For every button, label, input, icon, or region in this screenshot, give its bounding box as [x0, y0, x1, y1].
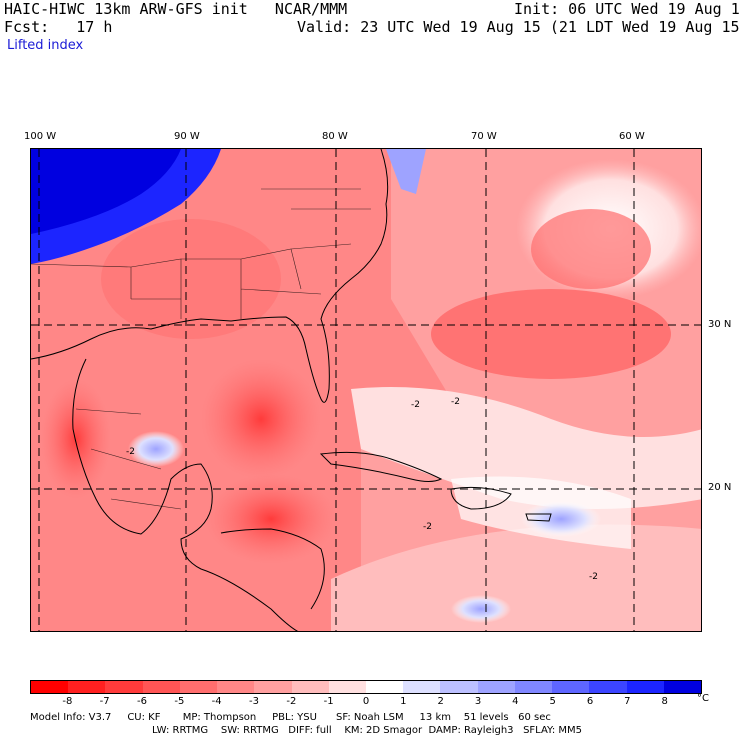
unstable-core-caribbean — [206, 474, 336, 564]
legend-tick-label: -7 — [99, 696, 110, 707]
model-info-line1: Model Info: V3.7 CU: KF MP: Thompson PBL… — [30, 712, 551, 723]
legend-tick-label: -4 — [211, 696, 222, 707]
mexico-coast — [72, 358, 299, 631]
legend-tick-label: 7 — [624, 696, 631, 707]
contour-label: -2 — [589, 572, 598, 582]
legend-tick-label: 0 — [362, 696, 370, 707]
cuba-outline — [319, 451, 443, 482]
legend-tick-label: -3 — [249, 696, 259, 707]
hispaniola-outline — [450, 486, 512, 510]
legend-swatch — [105, 681, 143, 693]
southern-light-band — [331, 524, 701, 631]
legend-tick-label: -6 — [137, 696, 147, 707]
field-name: Lifted index — [7, 38, 84, 53]
legend-tick-label: 5 — [549, 696, 556, 707]
contour-label: -2 — [411, 400, 420, 410]
unstable-core-atlantic — [431, 289, 671, 379]
puerto-rico-outline — [525, 513, 552, 522]
contour-label: -2 — [126, 447, 135, 457]
stable-air-deep — [31, 149, 181, 234]
unstable-core-north — [531, 209, 651, 289]
legend-swatch — [254, 681, 292, 693]
legend-swatch — [142, 681, 180, 693]
central-america-coast — [220, 528, 325, 610]
contour-label: -2 — [451, 397, 460, 407]
legend-unit: °C — [697, 693, 709, 704]
legend-tick-label: -2 — [286, 696, 297, 707]
stable-air-ne — [386, 149, 426, 194]
unstable-core-southeast — [101, 219, 281, 339]
valid-time: Valid: 23 UTC Wed 19 Aug 15 (21 LDT Wed … — [297, 18, 740, 36]
lat-label-30n: 30 N — [708, 319, 732, 330]
legend-tick-label: 1 — [400, 696, 407, 707]
legend-tick-label: 4 — [512, 696, 519, 707]
legend-swatch — [31, 681, 69, 693]
color-legend-bar — [30, 680, 702, 694]
legend-tick-label: 6 — [586, 696, 594, 707]
gulf-coast — [31, 149, 389, 403]
legend-tick-label: -8 — [62, 696, 73, 707]
lon-label-60w: 60 W — [619, 131, 645, 142]
lon-label-90w: 90 W — [174, 131, 200, 142]
legend-swatch — [589, 681, 627, 693]
legend-swatch — [217, 681, 255, 693]
unstable-core-gulf — [201, 359, 321, 479]
legend-tick-label: -1 — [323, 696, 334, 707]
legend-swatch — [365, 681, 404, 693]
contour-label: -2 — [423, 522, 432, 532]
bahamas-white-zone — [351, 387, 701, 509]
legend-swatch — [477, 681, 515, 693]
forecast-hour: Fcst: 17 h — [4, 18, 113, 36]
legend-swatch — [291, 681, 329, 693]
legend-tick-label: 8 — [661, 696, 668, 707]
lon-label-70w: 70 W — [471, 131, 497, 142]
lifted-index-map: -2 -2 -2 -2 -2 — [30, 148, 702, 632]
init-time: Init: 06 UTC Wed 19 Aug 15 — [514, 0, 740, 18]
stable-spot-mexico — [128, 431, 184, 467]
legend-swatch — [328, 681, 366, 693]
legend-tick-label: -5 — [174, 696, 185, 707]
legend-tick-label: 3 — [474, 696, 482, 707]
legend-swatch — [626, 681, 664, 693]
model-title: HAIC-HIWC 13km ARW-GFS init NCAR/MMM — [4, 0, 348, 18]
stable-spot-south — [451, 595, 511, 623]
legend-swatch — [403, 681, 441, 693]
mexico-state-borders — [75, 408, 182, 510]
us-state-borders — [31, 188, 371, 319]
legend-swatch — [514, 681, 553, 693]
legend-tick-label: 2 — [437, 696, 444, 707]
legend-swatch — [552, 681, 590, 693]
model-info-line2: LW: RRTMG SW: RRTMG DIFF: full KM: 2D Sm… — [152, 725, 582, 736]
color-legend-labels: -8 -7 -6 -5 -4 -3 -2 -1 0 1 2 3 4 5 6 7 8 — [30, 696, 702, 708]
lon-label-80w: 80 W — [322, 131, 348, 142]
unstable-core-texas — [41, 379, 111, 499]
lon-label-100w: 100 W — [24, 131, 57, 142]
legend-swatch — [440, 681, 478, 693]
lat-label-20n: 20 N — [708, 482, 732, 493]
legend-swatch — [663, 681, 701, 693]
stable-spot-cuba — [521, 501, 601, 537]
legend-swatch — [179, 681, 218, 693]
legend-swatch — [68, 681, 106, 693]
